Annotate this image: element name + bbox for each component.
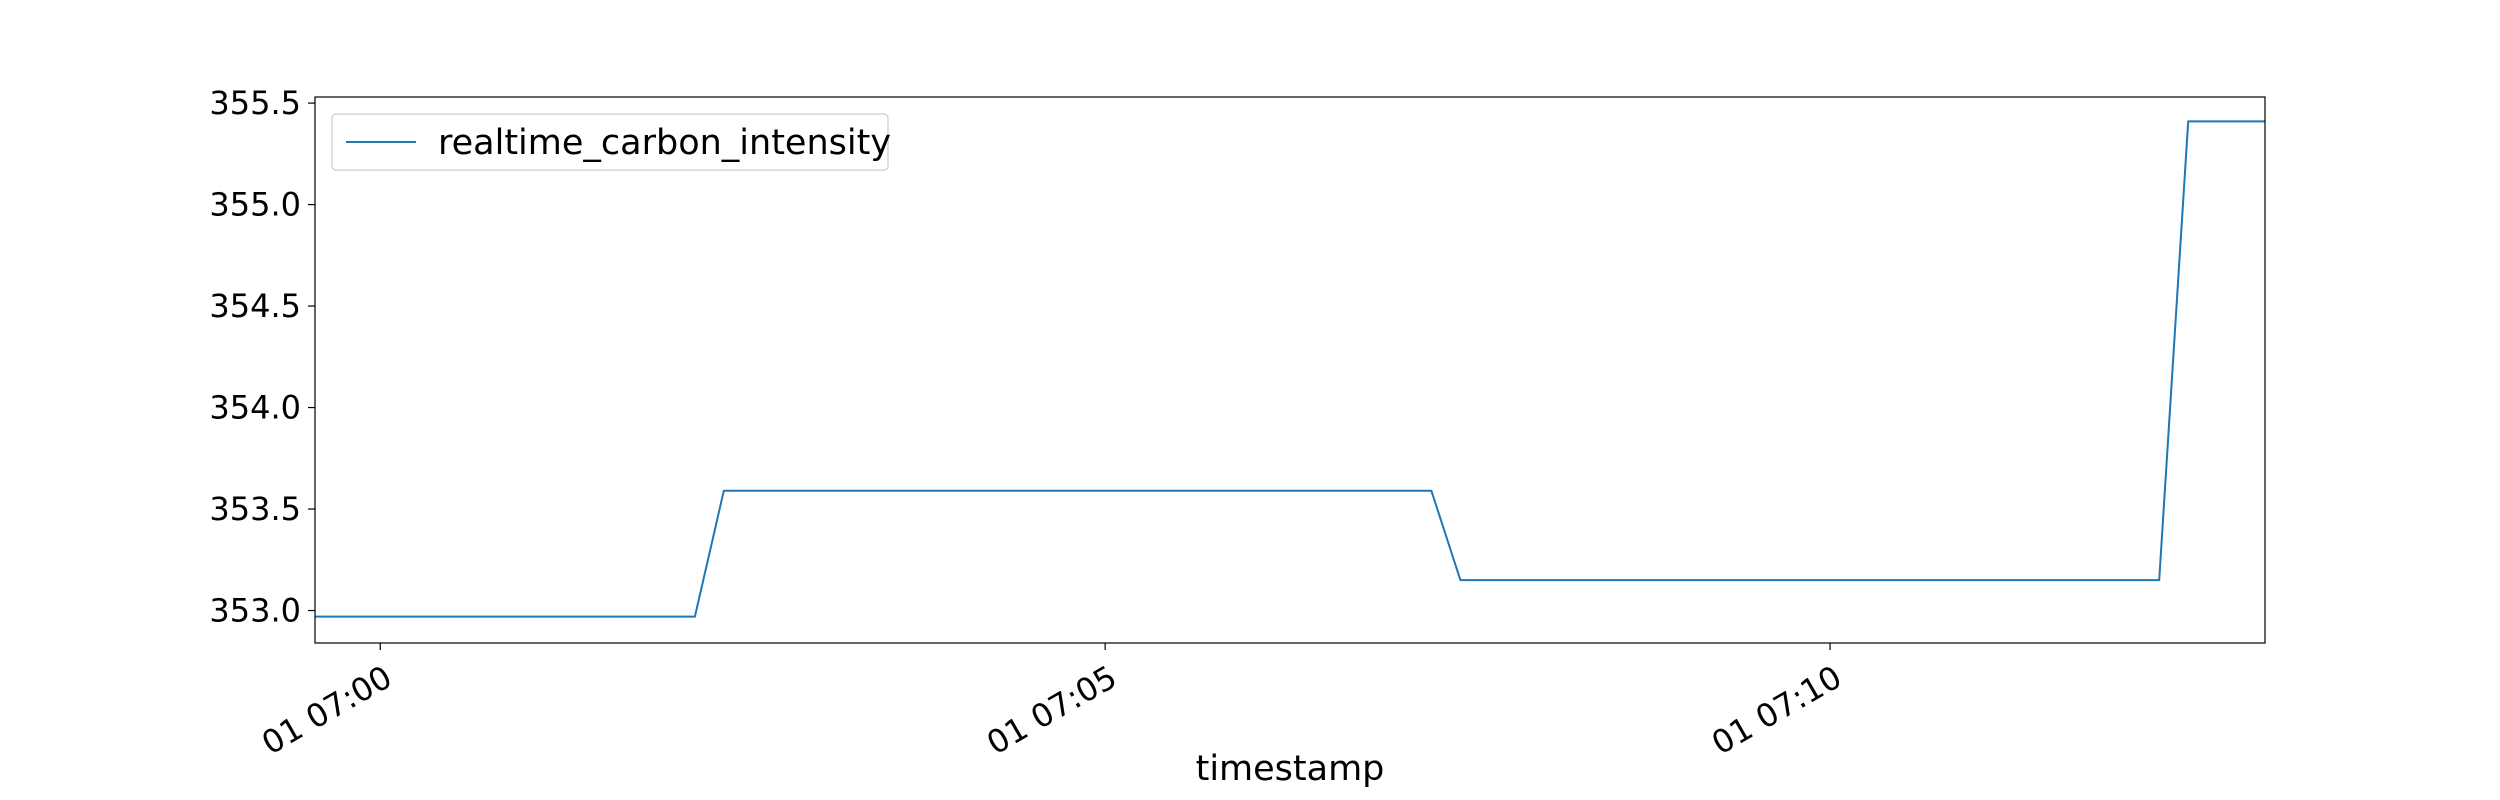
x-tick-label: 01 07:05 [980, 658, 1123, 762]
y-tick-label: 355.5 [209, 84, 301, 122]
legend: realtime_carbon_intensity [331, 113, 891, 171]
y-tick-label: 354.0 [209, 389, 301, 427]
y-tick-label: 353.0 [209, 592, 301, 630]
series-layer [315, 120, 2265, 618]
x-axis-title: timestamp [1196, 749, 1385, 789]
series-line [315, 120, 2265, 618]
plot-frame [314, 96, 2266, 644]
legend-box [331, 113, 889, 171]
x-tick-label: 01 07:00 [255, 658, 398, 762]
x-tick-label: 01 07:10 [1705, 658, 1848, 762]
y-tick-label: 353.5 [209, 490, 301, 528]
y-tick-label: 355.0 [209, 186, 301, 224]
plot-area [315, 97, 2265, 643]
x-axis: 01 07:00 01 07:05 01 07:10 [255, 643, 1848, 762]
y-axis: 353.0 353.5 354.0 354.5 355.0 355.5 [209, 84, 315, 630]
y-tick-label: 354.5 [209, 287, 301, 325]
legend-label: realtime_carbon_intensity [438, 123, 891, 163]
